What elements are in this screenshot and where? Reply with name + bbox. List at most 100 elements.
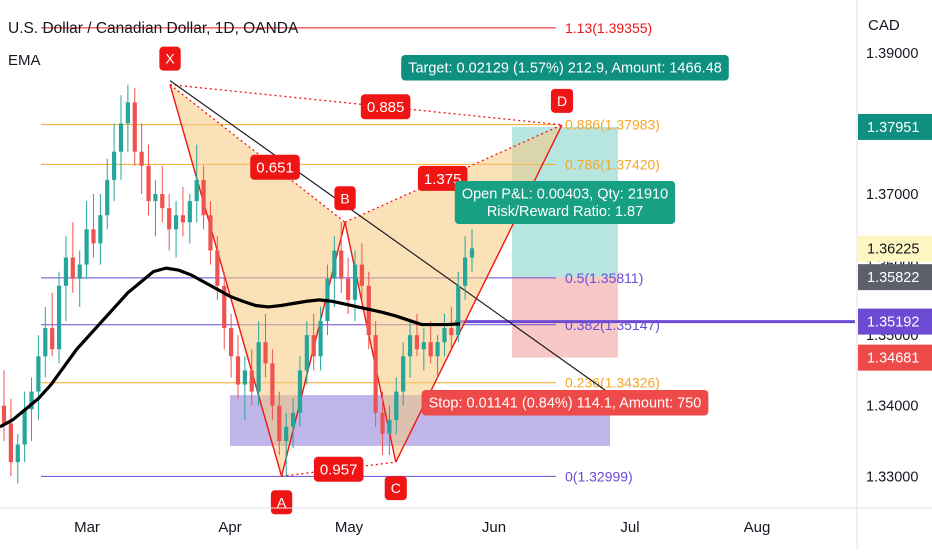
ratio-line-ac	[281, 461, 396, 477]
price-label-text: 1.34681	[867, 351, 919, 367]
fib-label: 0.886(1.37983)	[565, 117, 660, 133]
candle	[449, 306, 454, 350]
candle	[304, 321, 309, 385]
ratio-line-xd	[169, 84, 563, 126]
fib-label: 0.382(1.35147)	[565, 317, 660, 333]
candle	[380, 391, 385, 456]
candle	[428, 321, 433, 364]
candle	[22, 391, 27, 463]
month-tick: Mar	[74, 519, 100, 536]
point-label-d-text: D	[557, 93, 567, 109]
candle	[63, 236, 69, 322]
target-box-bg	[401, 55, 729, 81]
candle	[167, 194, 172, 251]
ratio-label-bg	[250, 154, 300, 180]
candle	[8, 398, 13, 477]
candle	[56, 271, 62, 364]
candle	[359, 243, 364, 300]
candle	[70, 222, 75, 293]
candle	[456, 271, 461, 343]
loss-zone	[512, 277, 618, 358]
candle	[29, 377, 34, 441]
month-tick: May	[335, 519, 364, 536]
ema-line	[0, 266, 461, 429]
candle	[50, 292, 55, 357]
price-label-text: 1.36225	[867, 242, 919, 258]
candle	[435, 335, 440, 378]
point-label-x-bg	[159, 46, 181, 71]
stop-box-line: Stop: 0.01141 (0.84%) 114.1, Amount: 750	[429, 396, 702, 412]
candle	[36, 335, 41, 420]
target-box: Target: 0.02129 (1.57%) 212.9, Amount: 1…	[401, 55, 729, 81]
candle	[194, 144, 199, 223]
candle	[263, 313, 268, 378]
point-label-d: D	[550, 88, 574, 113]
candle	[146, 144, 151, 216]
candle	[318, 306, 323, 371]
candle	[332, 236, 337, 307]
candle	[208, 201, 213, 265]
stop-box-bg	[421, 390, 709, 416]
ratio-label: 0.885	[360, 94, 411, 120]
point-label-d-bg	[550, 88, 574, 113]
point-label-a: A	[270, 490, 293, 515]
candle	[229, 313, 234, 378]
price-tick: 1.34000	[866, 399, 918, 415]
ratio-label-bg	[313, 456, 364, 482]
candle	[180, 186, 186, 237]
candle	[311, 313, 316, 371]
fib-label: 0.236(1.34326)	[565, 375, 660, 391]
candle	[469, 229, 475, 272]
ratio-label-text: 0.885	[367, 99, 405, 116]
candle	[463, 236, 468, 300]
candle	[98, 194, 103, 265]
pnl-box-line: Open P&L: 0.00403, Qty: 21910	[462, 187, 668, 203]
candle	[77, 250, 82, 307]
candle	[401, 342, 406, 406]
candle	[352, 250, 358, 322]
candle	[387, 405, 392, 456]
price-label-last: 1.36225	[858, 235, 932, 262]
price-label-red: 1.34681	[858, 344, 932, 371]
candle	[201, 165, 206, 230]
fib-label: 0.786(1.37420)	[565, 156, 660, 172]
candle	[442, 313, 447, 357]
candle	[290, 398, 296, 449]
pnl-box: Open P&L: 0.00403, Qty: 21910Risk/Reward…	[454, 181, 676, 224]
candle	[173, 201, 179, 258]
candle	[339, 222, 344, 293]
candle	[297, 356, 303, 427]
month-tick: Jul	[620, 519, 639, 536]
candle	[414, 313, 420, 357]
price-tick: 1.33000	[866, 469, 918, 485]
candle	[235, 335, 241, 399]
month-tick: Jun	[482, 519, 506, 536]
ratio-label-text: 0.651	[256, 160, 294, 177]
pnl-box-bg	[454, 181, 676, 224]
point-label-b-text: B	[340, 190, 349, 206]
candle	[112, 123, 117, 202]
ratio-label: 0.957	[313, 456, 364, 482]
candle	[187, 194, 192, 244]
candle	[407, 321, 413, 378]
point-label-a-text: A	[277, 494, 287, 510]
candle	[125, 84, 130, 152]
price-tick: 1.37000	[866, 187, 918, 203]
price-label-text: 1.37951	[867, 120, 919, 136]
month-tick: Apr	[218, 519, 241, 536]
price-label-text: 1.35192	[867, 315, 919, 331]
candle	[153, 179, 158, 237]
point-label-b-bg	[334, 186, 356, 211]
point-label-b: B	[334, 186, 356, 211]
ratio-label: 0.651	[250, 154, 300, 180]
candle	[105, 158, 110, 230]
price-label-gray: 1.35822	[858, 264, 932, 291]
candle	[118, 95, 124, 180]
fib-label: 0.5(1.35811)	[565, 270, 643, 286]
price-label-teal: 1.37951	[858, 113, 932, 140]
trend-line[interactable]	[169, 80, 618, 400]
indicator-label: EMA	[8, 52, 41, 69]
ratio-label-text: 1.375	[424, 171, 462, 188]
candle	[277, 391, 282, 456]
